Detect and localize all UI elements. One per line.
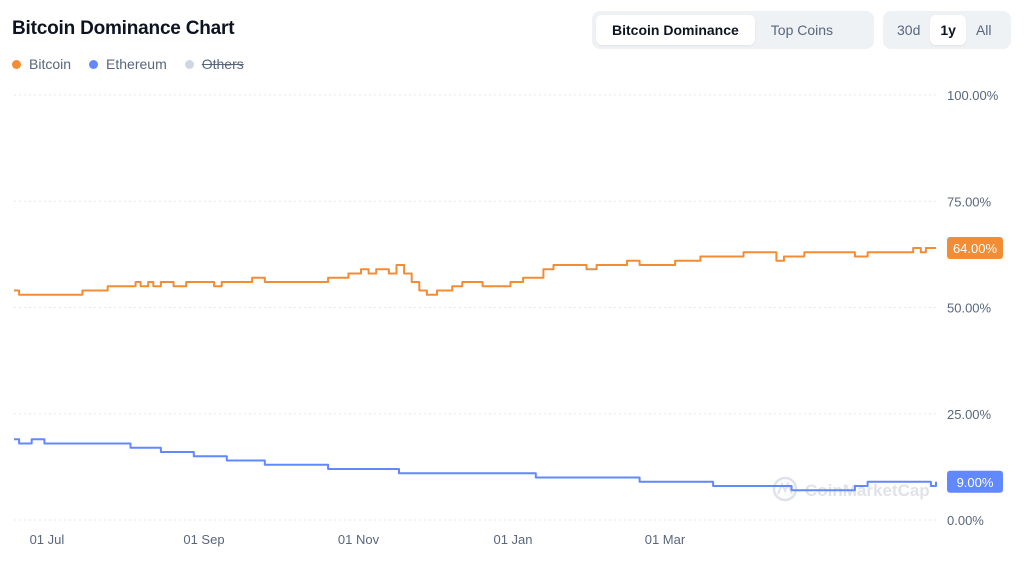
x-tick-label: 01 Jan [493, 532, 532, 547]
legend-label-bitcoin: Bitcoin [29, 56, 72, 72]
y-tick-label: 100.00% [947, 88, 999, 103]
last-value-badges: 64.00% 9.00% [947, 237, 1003, 493]
bitcoin-dot-icon [12, 59, 21, 69]
series-line-bitcoin [14, 247, 936, 296]
last-value-badge-ethereum [947, 470, 1003, 493]
range-all-button[interactable]: All [975, 22, 992, 38]
legend-label-others: Others [201, 56, 244, 72]
y-tick-label: 50.00% [947, 301, 992, 316]
last-value-label-bitcoin: 64.00% [953, 241, 998, 256]
range-30d-button[interactable]: 30d [897, 22, 921, 38]
range-1y-button[interactable]: 1y [930, 15, 966, 45]
series-lines [14, 247, 937, 492]
x-axis: 01 Jul 01 Sep 01 Nov 01 Jan 01 Mar [30, 532, 686, 547]
last-value-badge-bitcoin [947, 237, 1003, 259]
y-tick-label: 0.00% [947, 513, 984, 528]
legend-label-ethereum: Ethereum [106, 56, 167, 72]
page-title: Bitcoin Dominance Chart [12, 18, 235, 39]
tab-bitcoin-dominance[interactable]: Bitcoin Dominance [596, 15, 755, 45]
legend-item-ethereum[interactable]: Ethereum [89, 56, 167, 72]
grid-lines [14, 94, 936, 521]
tab-top-coins[interactable]: Top Coins [770, 22, 834, 38]
range-toggle: 30d 1y All [883, 11, 1011, 49]
x-tick-label: 01 Nov [338, 532, 380, 547]
coinmarketcap-logo-icon [772, 476, 798, 502]
series-line-ethereum [14, 438, 937, 492]
x-tick-label: 01 Jul [30, 532, 65, 547]
y-tick-label: 75.00% [947, 194, 992, 209]
y-axis: 0.00% 25.00% 50.00% 75.00% 100.00% [947, 88, 999, 528]
watermark: CoinMarketCap [772, 476, 930, 502]
last-value-label-ethereum: 9.00% [957, 475, 994, 490]
others-dot-icon [184, 59, 194, 69]
ethereum-dot-icon [89, 59, 99, 69]
watermark-text: CoinMarketCap [805, 481, 930, 500]
x-tick-label: 01 Mar [645, 532, 686, 547]
x-tick-label: 01 Sep [183, 532, 224, 547]
y-tick-label: 25.00% [947, 407, 992, 422]
chart-legend: Bitcoin Ethereum Others [12, 56, 244, 72]
legend-item-bitcoin[interactable]: Bitcoin [12, 56, 71, 72]
view-toggle: Bitcoin Dominance Top Coins [592, 11, 874, 49]
legend-item-others[interactable]: Others [184, 56, 244, 72]
